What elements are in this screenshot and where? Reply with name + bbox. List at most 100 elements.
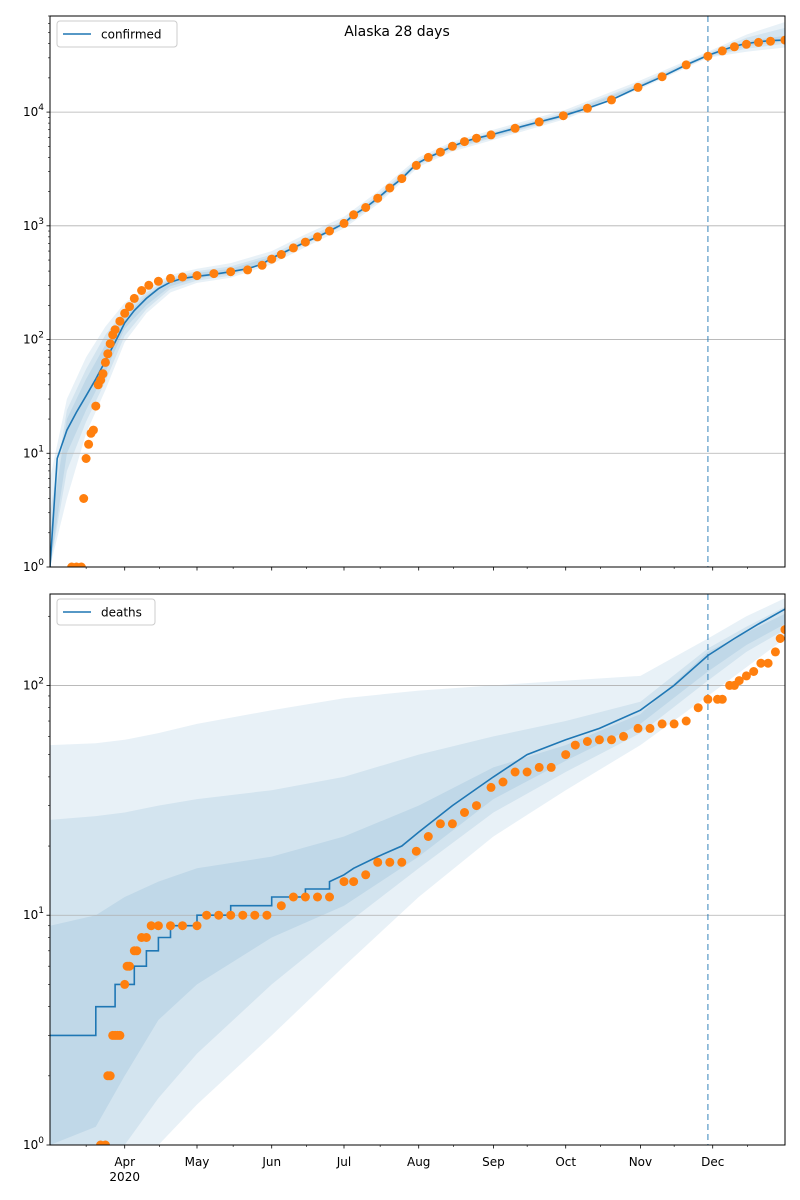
observed-point: [385, 183, 395, 193]
observed-point: [137, 286, 147, 295]
observed-point: [288, 243, 298, 253]
observed-point: [192, 271, 202, 281]
observed-point: [522, 767, 532, 777]
observed-point: [472, 801, 481, 811]
x-tick-year-label: 2020: [109, 1170, 140, 1184]
observed-point: [681, 60, 691, 70]
observed-point: [558, 111, 568, 121]
x-tick-label: Nov: [629, 1155, 652, 1169]
observed-point: [144, 280, 154, 290]
observed-point: [472, 133, 481, 143]
observed-point: [741, 39, 751, 49]
x-tick-label: Sep: [482, 1155, 505, 1169]
observed-point: [103, 349, 113, 359]
observed-point: [486, 130, 496, 140]
observed-point: [717, 46, 727, 56]
observed-point: [339, 877, 349, 887]
observed-point: [141, 933, 151, 942]
deaths-bands: [50, 598, 785, 1145]
deaths-axes-frame: [49, 593, 786, 1146]
observed-point: [226, 267, 236, 277]
observed-point: [115, 1030, 125, 1040]
observed-point: [657, 72, 667, 82]
model-line: [50, 39, 785, 567]
observed-point: [561, 750, 571, 760]
y-tick-label: 102: [23, 331, 44, 347]
y-tick-label: 104: [23, 103, 44, 119]
observed-point: [313, 892, 322, 902]
observed-point: [570, 740, 580, 750]
axes-frame: [49, 15, 786, 568]
observed-point: [325, 226, 334, 236]
x-tick-label: Aug: [407, 1155, 430, 1169]
observed-point: [267, 254, 277, 264]
observed-point: [582, 103, 592, 113]
uncertainty-band-3: [50, 613, 785, 1145]
observed-point: [770, 647, 780, 657]
observed-point: [202, 910, 212, 920]
observed-point: [100, 1140, 110, 1145]
observed-point: [81, 454, 91, 463]
observed-point: [447, 819, 457, 829]
confirmed-gridlines: [50, 111, 785, 454]
observed-point: [105, 339, 115, 349]
observed-point: [633, 82, 643, 92]
x-tick-label: Dec: [701, 1155, 724, 1169]
observed-point: [361, 870, 371, 880]
confirmed-x-ticks: [85, 567, 748, 571]
observed-point: [594, 735, 604, 745]
y-tick-label: 101: [23, 444, 44, 460]
observed-point: [276, 250, 286, 259]
confirmed-bands: [50, 22, 785, 567]
observed-point: [763, 658, 773, 668]
observed-point: [423, 152, 433, 162]
observed-point: [411, 846, 421, 856]
observed-point: [125, 961, 134, 971]
observed-point: [703, 51, 713, 61]
confirmed-y-ticks: 100 101 102 103 104: [23, 15, 50, 574]
observed-point: [226, 910, 236, 920]
observed-point: [607, 95, 616, 105]
observed-point: [447, 141, 457, 151]
observed-point: [325, 892, 334, 902]
observed-point: [645, 723, 655, 733]
observed-point: [780, 35, 785, 45]
x-tick-label: Jul: [336, 1155, 351, 1169]
observed-point: [349, 877, 359, 887]
y-tick-label: 102: [23, 676, 44, 692]
observed-point: [238, 910, 248, 920]
observed-point: [582, 737, 592, 746]
y-tick-label: 101: [23, 906, 44, 922]
y-tick-label: 100: [23, 558, 44, 574]
observed-point: [132, 946, 142, 956]
observed-point: [633, 723, 643, 733]
observed-point: [780, 625, 785, 635]
observed-point: [397, 857, 407, 867]
observed-point: [88, 425, 98, 435]
x-tick-label: Apr: [114, 1155, 135, 1169]
observed-point: [100, 357, 110, 367]
observed-point: [435, 819, 445, 829]
observed-point: [607, 735, 616, 745]
observed-point: [498, 777, 508, 787]
observed-point: [460, 137, 469, 147]
observed-point: [349, 210, 359, 220]
deaths-observed-points: [96, 625, 785, 1145]
y-tick-label: 103: [23, 217, 44, 233]
deaths-y-ticks: 100 101 102: [23, 615, 50, 1152]
observed-point: [510, 767, 520, 777]
observed-point: [766, 36, 775, 46]
observed-point: [423, 832, 433, 841]
observed-point: [361, 203, 371, 212]
observed-point: [98, 369, 108, 379]
observed-point: [657, 719, 667, 729]
observed-point: [534, 117, 544, 127]
observed-point: [486, 782, 496, 792]
x-tick-label: May: [185, 1155, 210, 1169]
observed-point: [192, 921, 202, 931]
observed-point: [681, 716, 691, 726]
confirmed-model-line: [50, 39, 785, 567]
x-tick-label: Jun: [261, 1155, 281, 1169]
